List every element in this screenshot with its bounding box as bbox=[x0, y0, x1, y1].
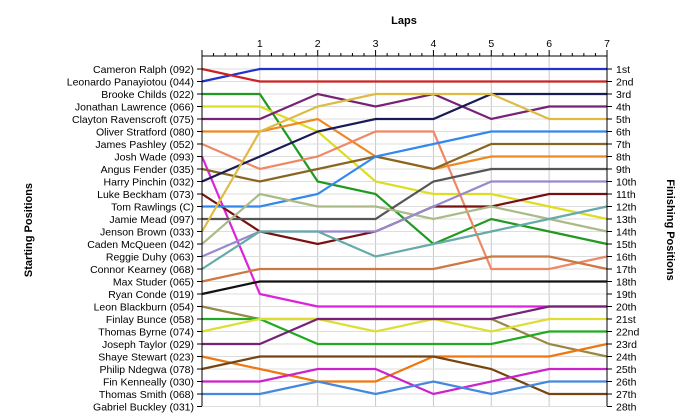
tick-labels: 1 2 3 4 5 6 7 Cameron Ralph (092)Leonardo Panay… bbox=[67, 38, 640, 414]
series-line bbox=[202, 367, 607, 396]
starting-position-label: Oliver Stratford (080) bbox=[96, 127, 194, 139]
finishing-position-label: 25th bbox=[616, 364, 637, 376]
finishing-position-label: 9th bbox=[616, 164, 631, 176]
finishing-position-label: 19th bbox=[616, 289, 637, 301]
finishing-position-label: 8th bbox=[616, 152, 631, 164]
series-line bbox=[201, 92, 607, 183]
starting-position-label: Cameron Ralph (092) bbox=[93, 64, 194, 76]
starting-position-label: Jamie Mead (097) bbox=[109, 214, 194, 226]
x-tick-label: 7 bbox=[604, 38, 610, 50]
series-line bbox=[201, 92, 607, 233]
finishing-position-label: 27th bbox=[616, 389, 637, 401]
starting-position-label: Leon Blackburn (054) bbox=[94, 302, 194, 314]
starting-position-label: Gabriel Buckley (031) bbox=[93, 402, 194, 414]
finishing-position-label: 3rd bbox=[616, 89, 631, 101]
starting-position-label: Philip Ndegwa (078) bbox=[99, 364, 194, 376]
series-lines bbox=[200, 67, 608, 396]
finishing-position-label: 7th bbox=[616, 139, 631, 151]
x-tick-label: 4 bbox=[431, 38, 437, 50]
x-tick-label: 1 bbox=[257, 38, 263, 50]
series-line bbox=[201, 142, 607, 183]
axes bbox=[197, 50, 612, 407]
starting-position-label: Max Studer (065) bbox=[113, 277, 194, 289]
finishing-position-label: 20th bbox=[616, 302, 637, 314]
starting-position-label: Clayton Ravenscroft (075) bbox=[72, 114, 194, 126]
starting-position-label: Joseph Taylor (029) bbox=[102, 339, 194, 351]
finishing-position-label: 6th bbox=[616, 127, 631, 139]
finishing-position-label: 2nd bbox=[616, 77, 634, 89]
starting-position-label: Luke Beckham (073) bbox=[97, 189, 194, 201]
series-line bbox=[201, 280, 607, 296]
series-line bbox=[200, 156, 607, 308]
series-line bbox=[202, 130, 607, 208]
finishing-position-label: 16th bbox=[616, 252, 637, 264]
x-tick-label: 3 bbox=[373, 38, 379, 50]
finishing-position-label: 12th bbox=[616, 202, 637, 214]
series-line bbox=[202, 105, 608, 221]
finishing-position-label: 17th bbox=[616, 264, 637, 276]
finishing-position-label: 10th bbox=[616, 177, 637, 189]
x-tick-label: 6 bbox=[546, 38, 552, 50]
starting-position-label: James Pashley (052) bbox=[95, 139, 194, 151]
starting-position-label: Finlay Bunce (058) bbox=[106, 314, 194, 326]
series-line bbox=[201, 355, 607, 396]
finishing-position-label: 13th bbox=[616, 214, 637, 226]
finishing-position-label: 15th bbox=[616, 239, 637, 251]
series-line bbox=[202, 92, 607, 121]
series-line bbox=[201, 192, 608, 245]
series-line bbox=[201, 342, 608, 383]
series-line bbox=[201, 130, 608, 271]
y-axis-title-right: Finishing Positions bbox=[664, 179, 676, 280]
series-line bbox=[201, 67, 607, 83]
starting-position-label: Jonathan Lawrence (066) bbox=[75, 102, 194, 114]
finishing-position-label: 22nd bbox=[616, 327, 640, 339]
series-line bbox=[202, 305, 607, 346]
x-tick-label: 2 bbox=[315, 38, 321, 50]
series-line bbox=[202, 380, 607, 396]
starting-position-label: Caden McQueen (042) bbox=[87, 239, 194, 251]
finishing-position-label: 4th bbox=[616, 102, 631, 114]
finishing-position-label: 5th bbox=[616, 114, 631, 126]
starting-position-label: Angus Fender (035) bbox=[101, 164, 194, 176]
finishing-position-label: 28th bbox=[616, 402, 637, 414]
starting-position-label: Brooke Childs (022) bbox=[101, 89, 194, 101]
starting-position-label: Thomas Smith (068) bbox=[99, 389, 194, 401]
finishing-position-label: 1st bbox=[616, 64, 630, 76]
starting-position-label: Josh Wade (093) bbox=[114, 152, 194, 164]
finishing-position-label: 26th bbox=[616, 377, 637, 389]
series-line bbox=[201, 67, 607, 83]
starting-position-label: Thomas Byrne (074) bbox=[98, 327, 194, 339]
starting-position-label: Harry Pinchin (032) bbox=[104, 177, 194, 189]
finishing-position-label: 23rd bbox=[616, 339, 637, 351]
series-line bbox=[201, 317, 607, 333]
series-line bbox=[202, 317, 607, 346]
series-line bbox=[201, 205, 608, 270]
x-tick-label: 5 bbox=[488, 38, 494, 50]
finishing-position-label: 14th bbox=[616, 227, 637, 239]
x-axis-title: Laps bbox=[391, 15, 417, 27]
starting-position-label: Reggie Duhy (063) bbox=[106, 252, 194, 264]
finishing-position-label: 24th bbox=[616, 352, 637, 364]
finishing-position-label: 18th bbox=[616, 277, 637, 289]
series-line bbox=[201, 255, 608, 283]
starting-position-label: Shaye Stewart (023) bbox=[98, 352, 194, 364]
starting-position-label: Ryan Conde (019) bbox=[108, 289, 194, 301]
finishing-position-label: 11th bbox=[616, 189, 636, 201]
starting-position-label: Tom Rawlings (C) bbox=[111, 202, 194, 214]
y-axis-title-left: Starting Positions bbox=[23, 183, 35, 277]
starting-position-label: Fin Kenneally (030) bbox=[103, 377, 194, 389]
starting-position-label: Leonardo Panayiotou (044) bbox=[67, 77, 194, 89]
starting-position-label: Connor Kearney (068) bbox=[90, 264, 194, 276]
finishing-position-label: 21st bbox=[616, 314, 636, 326]
starting-position-label: Jenson Brown (033) bbox=[100, 227, 194, 239]
series-line bbox=[202, 167, 607, 221]
